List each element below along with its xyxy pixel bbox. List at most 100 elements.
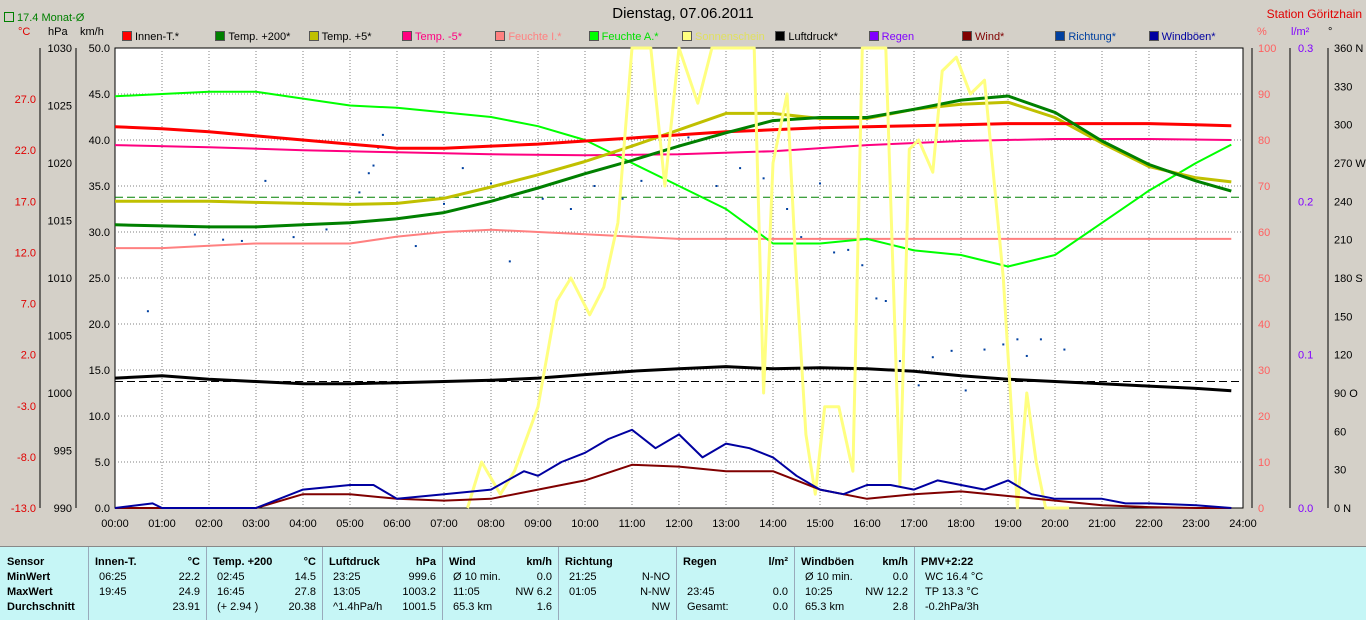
legend-item: Wind* [962, 31, 1004, 43]
y-tick-label: 360 N [1334, 43, 1363, 55]
series-line [114, 90, 1232, 268]
y-tick-label: 35.0 [89, 181, 110, 193]
table-cell-row: 19:45 24.9 [89, 584, 206, 600]
table-header: Richtung [559, 554, 676, 570]
table-cell-value: 14.5 [294, 571, 316, 583]
unit-degree: ° [1328, 26, 1333, 38]
table-column: Richtung 21:25 N-NO 01:05 N-NW NW [558, 547, 676, 620]
y-tick-label: 50.0 [89, 43, 110, 55]
table-header-unit: l/m² [768, 556, 788, 568]
series-line [114, 122, 1232, 150]
direction-point [833, 251, 836, 254]
direction-point [875, 297, 878, 300]
direction-point [917, 384, 920, 387]
table-header: Luftdruck hPa [323, 554, 442, 570]
legend-item: Sonnenschein [682, 31, 765, 43]
y-tick-label: 30 [1334, 465, 1346, 477]
table-cell-value: 27.8 [294, 586, 316, 598]
series-line [115, 228, 1232, 250]
unit-hpa: hPa [48, 26, 68, 38]
direction-point [819, 182, 821, 185]
table-cell-left: 21:25 [569, 571, 597, 583]
table-cell-value: N-NW [640, 586, 670, 598]
table-cell-row: 01:05 N-NW [559, 584, 676, 600]
table-cell-value: 999.6 [408, 571, 436, 583]
x-tick-label: 19:00 [994, 518, 1022, 530]
table-header-unit: °C [303, 556, 316, 568]
y-tick-label: 0.3 [1298, 43, 1313, 55]
legend-label: Feuchte I.* [508, 31, 562, 43]
y-tick-label: 10 [1258, 457, 1270, 469]
x-tick-label: 17:00 [900, 518, 928, 530]
legend-label: Temp. -5* [415, 31, 463, 43]
table-header-title: Luftdruck [329, 556, 380, 568]
y-tick-label: 30 [1258, 365, 1270, 377]
month-average-box-icon [4, 12, 14, 22]
y-tick-label: 0.0 [1298, 503, 1313, 515]
table-column: Regen l/m² 23:45 0.0 Gesamt: 0.0 [676, 547, 794, 620]
y-tick-label: 0.1 [1298, 350, 1313, 362]
x-tick-label: 00:00 [101, 518, 129, 530]
legend-label: Wind* [975, 31, 1005, 43]
unit-kmh: km/h [80, 26, 104, 38]
table-cell-value: N-NO [641, 571, 670, 583]
legend-item: Regen [868, 31, 914, 43]
month-average-label: 17.4 Monat-Ø [4, 12, 84, 24]
y-tick-label: 22.0 [15, 145, 36, 157]
direction-point [861, 264, 864, 267]
x-tick-label: 18:00 [947, 518, 975, 530]
legend-item: Temp. -5* [402, 31, 462, 43]
legend-swatch [308, 31, 319, 41]
series-line [115, 100, 1232, 206]
x-tick-label: 03:00 [242, 518, 270, 530]
table-row-label: MinWert [7, 571, 51, 583]
legend-swatch [962, 31, 972, 41]
y-tick-label: 1025 [48, 101, 72, 113]
y-tick-label: 20 [1258, 411, 1270, 423]
x-tick-label: 24:00 [1229, 518, 1257, 530]
table-cell-left: 10:25 [805, 586, 833, 598]
y-tick-label: 270 W [1334, 158, 1366, 170]
table-cell-left: 65.3 km [453, 601, 493, 613]
y-tick-label: 240 [1334, 196, 1352, 208]
x-tick-label: 05:00 [336, 518, 364, 530]
y-tick-label: 0 [1258, 503, 1264, 515]
table-cell-row: WC 16.4 °C [915, 569, 1114, 585]
y-tick-label: 40 [1258, 319, 1270, 331]
x-tick-label: 12:00 [665, 518, 693, 530]
series-line [114, 94, 1232, 229]
x-tick-label: 04:00 [289, 518, 317, 530]
table-cell-row: 11:05 NW 6.2 [443, 584, 558, 600]
table-cell-value: 23.91 [172, 601, 200, 613]
y-tick-label: 1020 [48, 158, 72, 170]
y-tick-label: 120 [1334, 350, 1352, 362]
table-cell-value: 1001.5 [402, 601, 436, 613]
y-tick-label: 180 S [1334, 273, 1363, 285]
direction-point [358, 191, 361, 194]
legend-swatch [495, 31, 506, 41]
table-cell-row: 06:25 22.2 [89, 569, 206, 585]
legend-swatch [588, 31, 599, 41]
weather-chart: 00:00 01:00 02:00 03:00 04:00 05:00 06:00 07:00… [11, 43, 1366, 530]
table-cell-row: 21:25 N-NO [559, 569, 676, 585]
legend-label: Windböen* [1161, 31, 1216, 43]
series-line [115, 463, 1232, 509]
table-cell-left: 23:45 [687, 586, 715, 598]
table-cell-value: 0.0 [772, 586, 788, 598]
legend-item: Temp. +200* [215, 31, 290, 43]
direction-point [193, 233, 196, 236]
table-row-label: MaxWert [7, 586, 53, 598]
x-tick-label: 07:00 [430, 518, 458, 530]
table-header-title: Windböen [801, 556, 855, 568]
direction-point [847, 248, 850, 251]
x-tick-label: 23:00 [1182, 518, 1210, 530]
table-cell-row [677, 569, 794, 585]
table-cell-row: ^1.4hPa/h 1001.5 [323, 599, 442, 615]
legend-label: Innen-T.* [135, 31, 180, 43]
table-cell-left: 01:05 [569, 586, 597, 598]
table-header-title: Innen-T. [95, 556, 137, 568]
series-line [466, 46, 1070, 510]
y-tick-label: 80 [1258, 135, 1270, 147]
y-tick-label: 0 N [1334, 503, 1351, 515]
table-header-unit: km/h [526, 556, 552, 568]
